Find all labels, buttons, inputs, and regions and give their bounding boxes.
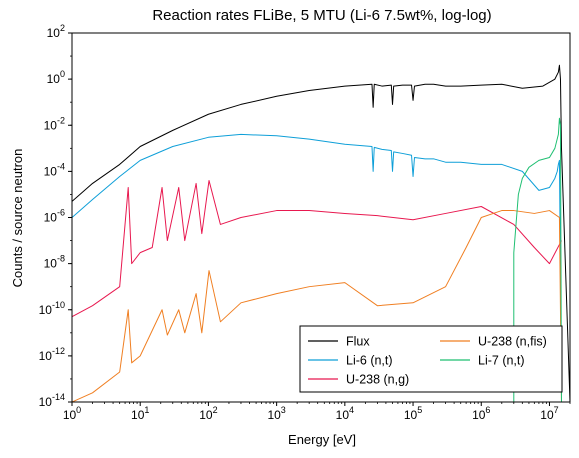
y-tick-label: 10-6 [44, 208, 65, 225]
legend: Flux Li-6 (n,t) U-238 (n,g) U-238 (n,fis) Li… [299, 325, 563, 393]
y-tick-label: 10-4 [44, 161, 65, 178]
legend-label: Li-6 (n,t) [346, 354, 393, 368]
series-line-li-6-n-t [72, 133, 562, 386]
plot-area [71, 32, 571, 403]
y-tick-label: 100 [47, 69, 65, 86]
legend-label: Flux [346, 335, 370, 349]
y-tick-label: 10-8 [44, 254, 65, 271]
series-line-flux [72, 64, 570, 402]
y-axis-label: Counts / source neutron [10, 149, 25, 288]
legend-label: U-238 (n,g) [346, 373, 409, 387]
x-tick-label: 103 [267, 405, 285, 422]
x-tick-label: 104 [336, 405, 354, 422]
x-tick-label: 100 [63, 405, 81, 422]
x-axis-label: Energy [eV] [288, 432, 356, 447]
y-tick-label: 10-10 [39, 300, 65, 317]
x-tick-label: 107 [540, 405, 558, 422]
series-line-u-238-n-g [72, 180, 562, 318]
legend-box [299, 325, 563, 393]
x-tick-label: 105 [404, 405, 422, 422]
x-tick-label: 101 [131, 405, 149, 422]
x-tick-label: 102 [199, 405, 217, 422]
y-tick-label: 102 [47, 23, 65, 40]
y-tick-label: 10-12 [39, 346, 65, 363]
y-tick-label: 10-2 [44, 115, 65, 132]
series-line-u-238-n-fis [72, 210, 562, 402]
series-line-li-7-n-t [513, 117, 562, 402]
legend-label: Li-7 (n,t) [478, 354, 525, 368]
legend-label: U-238 (n,fis) [478, 335, 547, 349]
y-tick-label: 10-14 [39, 392, 65, 409]
x-tick-label: 106 [472, 405, 490, 422]
chart-title: Reaction rates FLiBe, 5 MTU (Li-6 7.5wt%… [152, 7, 491, 24]
